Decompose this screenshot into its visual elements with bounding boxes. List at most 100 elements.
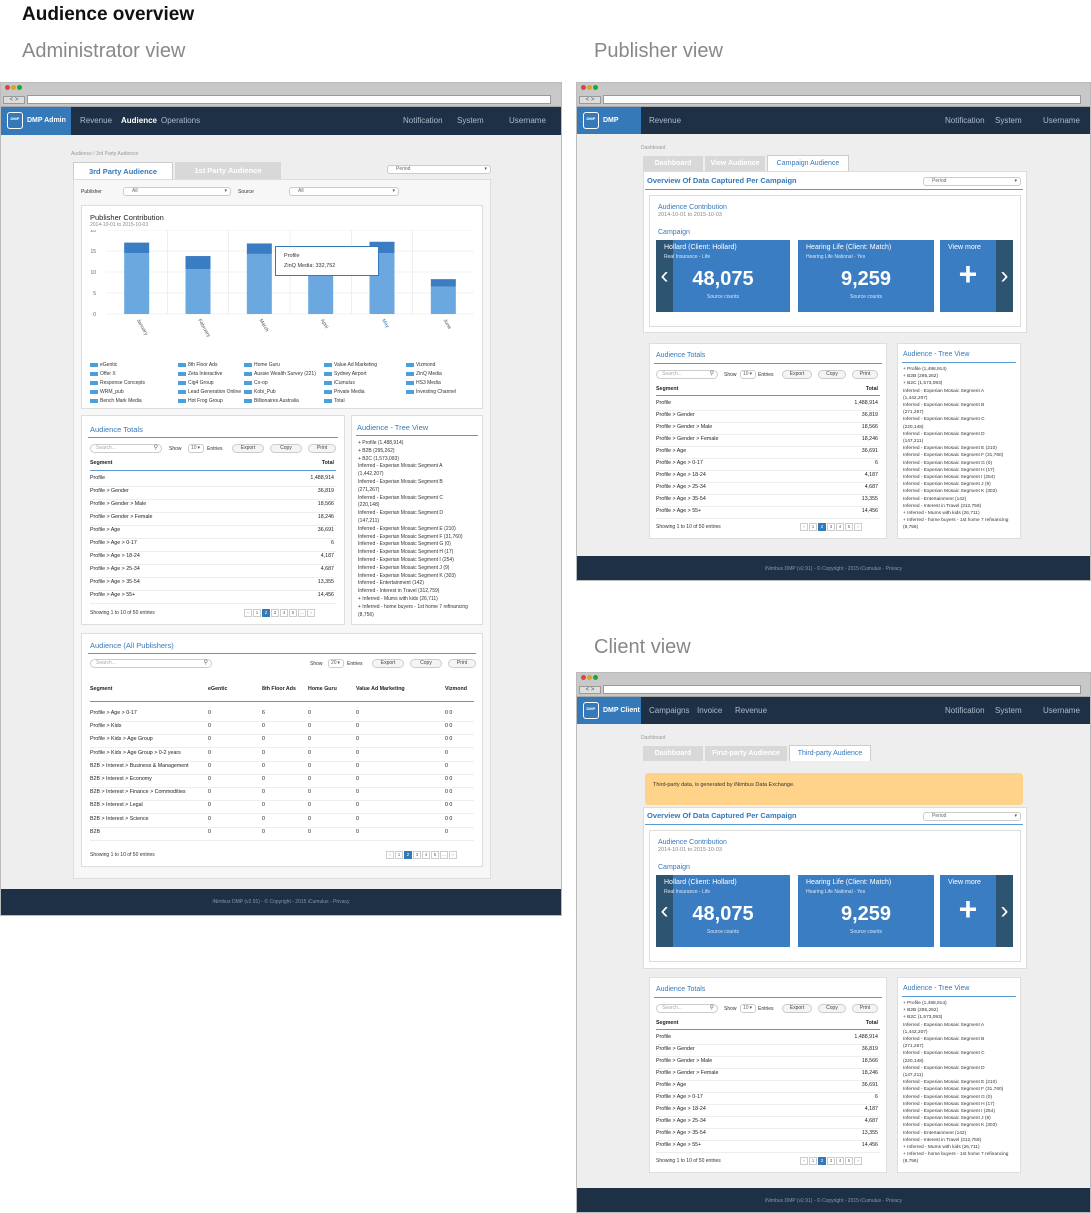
source-filter[interactable]: All	[289, 187, 399, 196]
legend-item[interactable]: 8th Floor Ads	[178, 362, 217, 368]
tab-third-party[interactable]: Third-party Audience	[789, 745, 871, 761]
tree-item[interactable]: Inferred - Experian Mosaic Segment F (31…	[903, 1087, 1004, 1093]
print-button[interactable]: Print	[852, 370, 878, 379]
tree-item[interactable]: Inferred - Experian Mosaic Segment H (17…	[903, 467, 995, 473]
nav-revenue[interactable]: Revenue	[80, 116, 113, 125]
legend-item[interactable]: Offer X	[90, 371, 116, 377]
tree-item[interactable]: + Profile (1,488,914)	[358, 440, 404, 446]
legend-item[interactable]: Private Media	[324, 389, 365, 395]
legend-item[interactable]: WRM_pub	[90, 389, 124, 395]
tree-item[interactable]: Inferred - Experian Mosaic Segment D	[358, 510, 444, 517]
tree-item[interactable]: Inferred - Interest in Travel (312,759)	[903, 503, 982, 509]
table-row[interactable]: B2B > Interest > Legal 0 0 0 0 0 0	[90, 802, 474, 815]
nav-username[interactable]: Username	[509, 116, 546, 125]
copy-button[interactable]: Copy	[818, 370, 846, 379]
tree-item[interactable]: Inferred - Entertainment (142)	[903, 496, 967, 502]
nav-notification[interactable]: Notification	[403, 116, 443, 125]
tree-item[interactable]: (147,211)	[903, 439, 924, 445]
tree-item[interactable]: Inferred - Experian Mosaic Segment C	[903, 417, 985, 423]
brand[interactable]: DMP DMP Client	[577, 697, 641, 724]
chevron-right-icon[interactable]: ›	[996, 875, 1013, 947]
next-page[interactable]: ›	[307, 609, 315, 617]
print-button[interactable]: Print	[448, 659, 476, 668]
tree-item[interactable]: Inferred - Experian Mosaic Segment K (30…	[903, 489, 997, 495]
tree-item[interactable]: (1,442,207)	[903, 1029, 928, 1035]
breadcrumb[interactable]: Dashboard	[641, 735, 666, 741]
tree-item[interactable]: + B2B (295,262)	[358, 447, 395, 454]
tab-1st-party[interactable]: 1st Party Audience	[175, 162, 281, 179]
chevron-left-icon[interactable]: ‹	[656, 240, 673, 312]
tree-item[interactable]: Inferred - Experian Mosaic Segment G (0)	[903, 460, 993, 466]
table-row[interactable]: Profile > Age > 0-17 6	[656, 460, 880, 471]
nav-campaigns[interactable]: Campaigns	[649, 706, 690, 715]
nav-notification[interactable]: Notification	[945, 116, 985, 125]
tree-item[interactable]: (8,756)	[903, 525, 919, 531]
table-row[interactable]: Profile > Gender > Female 18,246	[90, 514, 336, 526]
legend-item[interactable]: eGentic	[90, 362, 117, 368]
table-row[interactable]: Profile > Age > 35-54 13,355	[656, 496, 880, 507]
address-bar[interactable]	[27, 95, 551, 104]
tree-item[interactable]: (1,442,207)	[358, 471, 384, 478]
period-select[interactable]: Period	[923, 177, 1021, 186]
tree-item[interactable]: Inferred - Experian Mosaic Segment K (30…	[358, 572, 456, 579]
tree-item[interactable]: + B2C (1,573,093)	[903, 1015, 943, 1021]
tree-item[interactable]: Inferred - Experian Mosaic Segment F (31…	[358, 533, 463, 540]
tree-item[interactable]: (220,148)	[903, 424, 924, 430]
brand[interactable]: DMP DMP Admin	[1, 107, 71, 135]
search-input[interactable]: Search... ⚲	[656, 370, 718, 379]
table-row[interactable]: B2B > Interest > Economy 0 0 0 0 0 0	[90, 776, 474, 788]
tree-item[interactable]: Inferred - Experian Mosaic Segment K (30…	[903, 1123, 997, 1129]
tree-item[interactable]: Inferred - Experian Mosaic Segment B	[903, 403, 985, 409]
table-row[interactable]: Profile > Gender > Male 18,566	[90, 501, 336, 513]
bar[interactable]	[430, 286, 456, 314]
tree-item[interactable]: Inferred - Experian Mosaic Segment D	[903, 431, 985, 437]
address-bar[interactable]	[603, 95, 1081, 104]
legend-item[interactable]: HS3 Media	[406, 380, 441, 386]
tab-first-party[interactable]: First-party Audience	[705, 746, 787, 761]
campaign-card[interactable]: Hearing Life (Client: Match) Hearing Life…	[798, 875, 934, 947]
tree-item[interactable]: (271,267)	[358, 486, 380, 493]
export-button[interactable]: Export	[232, 444, 264, 453]
nav-username[interactable]: Username	[1043, 706, 1080, 715]
tree-item[interactable]: Inferred - Entertainment (142)	[903, 1130, 967, 1136]
tree-item[interactable]: Inferred - Experian Mosaic Segment H (17…	[358, 549, 454, 556]
table-row[interactable]: Profile > Kids > Age Group 0 0 0 0 0 0	[90, 736, 474, 749]
back-forward-button[interactable]: < >	[579, 96, 601, 104]
tree-item[interactable]: Inferred - Experian Mosaic Segment A	[903, 388, 985, 394]
nav-audience[interactable]: Audience	[121, 116, 158, 125]
search-input[interactable]: Search... ⚲	[656, 1004, 718, 1013]
bar-segment[interactable]	[124, 242, 150, 254]
pagination[interactable]: ‹ 1 2 3 4 5… ›	[244, 609, 316, 617]
bar-segment[interactable]	[246, 243, 272, 254]
table-row[interactable]: Profile > Gender > Male 18,566	[656, 424, 880, 435]
tree-item[interactable]: + Profile (1,488,914)	[903, 367, 947, 372]
print-button[interactable]: Print	[852, 1004, 878, 1013]
chevron-right-icon[interactable]: ›	[996, 240, 1013, 312]
tree-item[interactable]: (147,211)	[903, 1073, 924, 1079]
tree-item[interactable]: Inferred - Experian Mosaic Segment J (9)	[903, 482, 991, 488]
tree-item[interactable]: + Inferred - Mums with kids (26,711)	[903, 511, 980, 517]
bar-segment[interactable]	[430, 279, 456, 287]
tree-item[interactable]: Inferred - Experian Mosaic Segment B	[358, 478, 443, 485]
tree-item[interactable]: + Inferred - home buyers - 1st home 7 re…	[903, 518, 1009, 524]
back-forward-button[interactable]: < >	[3, 96, 25, 104]
publisher-filter[interactable]: All	[123, 187, 231, 196]
table-row[interactable]: Profile > Age 36,691	[90, 527, 336, 539]
tree-item[interactable]: Inferred - Experian Mosaic Segment G (0)	[358, 541, 451, 548]
tree-item[interactable]: (147,211)	[358, 517, 380, 524]
legend-item[interactable]: Hot Frog Group	[178, 398, 223, 404]
table-row[interactable]: B2B > Interest > Business & Management 0 0…	[90, 763, 474, 775]
tree-item[interactable]: Inferred - Experian Mosaic Segment I (25…	[903, 475, 995, 481]
bar-segment[interactable]	[185, 256, 211, 270]
legend-item[interactable]: Bench Mark Media	[90, 398, 142, 404]
legend-item[interactable]: Total	[324, 398, 345, 404]
tab-3rd-party[interactable]: 3rd Party Audience	[73, 162, 173, 179]
bar[interactable]	[185, 269, 211, 314]
nav-revenue[interactable]: Revenue	[649, 116, 682, 125]
tree-item[interactable]: Inferred - Interest in Travel (312,759)	[903, 1137, 982, 1143]
table-row[interactable]: Profile > Age > 18-24 4,187	[656, 472, 880, 483]
copy-button[interactable]: Copy	[410, 659, 442, 668]
show-select[interactable]: 10	[188, 444, 204, 453]
tree-item[interactable]: + Inferred - Mums with kids (26,711)	[903, 1145, 980, 1151]
tree-item[interactable]: Inferred - Experian Mosaic Segment F (31…	[903, 453, 1004, 459]
